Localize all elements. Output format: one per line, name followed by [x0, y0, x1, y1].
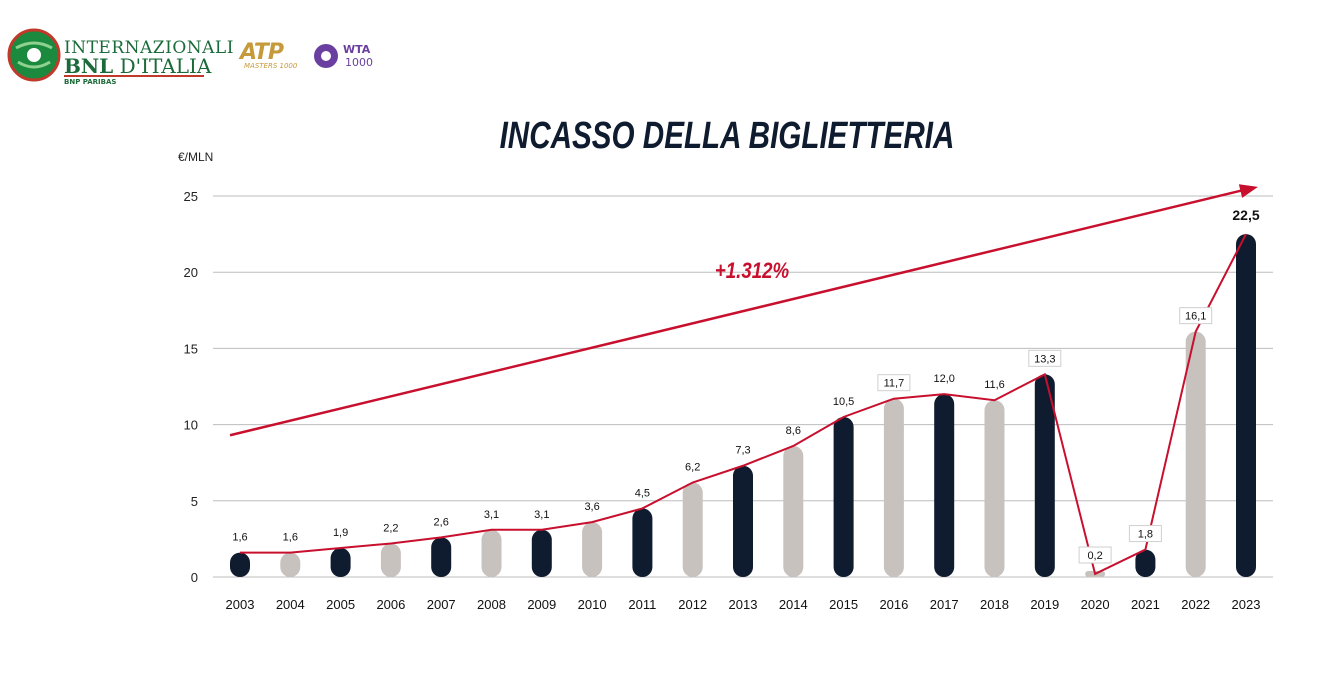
x-tick-label: 2019: [1030, 597, 1059, 612]
value-label-box: [1128, 525, 1162, 543]
bar-2017: [934, 394, 955, 577]
bar-2004: [280, 552, 301, 577]
value-label-2015: 10,5: [833, 396, 854, 408]
value-label-2022: 16,1: [1185, 311, 1206, 323]
value-label-box: [1179, 307, 1213, 325]
value-label-2017: 12,0: [933, 373, 954, 385]
wta-sub: 1000: [345, 56, 373, 69]
value-label-2021: 1,8: [1138, 529, 1153, 541]
value-label-2019: 13,3: [1034, 353, 1055, 365]
atp-sub: MASTERS 1000: [244, 62, 298, 70]
x-tick-label: 2003: [226, 597, 255, 612]
bar-2011: [632, 508, 653, 577]
brand-line2: BNL D'ITALIA: [64, 54, 211, 78]
y-tick-label: 20: [184, 265, 198, 280]
bar-2021: [1135, 549, 1156, 577]
value-label-box: [1078, 546, 1112, 564]
bar-2009: [531, 529, 552, 577]
x-tick-label: 2012: [678, 597, 707, 612]
value-label-2016: 11,7: [884, 378, 905, 390]
value-label-2020: 0,2: [1087, 550, 1102, 562]
x-tick-label: 2016: [879, 597, 908, 612]
value-label-box: [1028, 349, 1062, 367]
x-tick-label: 2013: [729, 597, 758, 612]
x-tick-label: 2006: [376, 597, 405, 612]
header: INTERNAZIONALI BNL D'ITALIA BNP PARIBAS …: [0, 0, 420, 100]
value-label-2023: 22,5: [1232, 207, 1259, 223]
wta-logo: WTA: [343, 43, 371, 56]
bar-2018: [984, 400, 1005, 577]
bar-2007: [431, 537, 452, 577]
value-label-2014: 8,6: [786, 425, 801, 437]
bar-2014: [783, 445, 804, 577]
bar-2010: [582, 522, 603, 577]
x-tick-label: 2018: [980, 597, 1009, 612]
value-label-2007: 2,6: [434, 516, 449, 528]
bar-2006: [380, 543, 401, 577]
brand-line1: INTERNAZIONALI: [64, 38, 234, 58]
value-label-2018: 11,6: [984, 379, 1005, 391]
x-tick-label: 2007: [427, 597, 456, 612]
bar-2013: [733, 465, 753, 577]
x-tick-label: 2011: [628, 597, 656, 612]
x-tick-label: 2010: [578, 597, 607, 612]
brand-sub: BNP PARIBAS: [64, 78, 117, 86]
growth-annotation: +1.312%: [715, 260, 789, 284]
y-tick-label: 0: [191, 570, 198, 585]
x-tick-label: 2004: [276, 597, 305, 612]
x-tick-label: 2014: [779, 597, 808, 612]
bar-2015: [833, 416, 854, 577]
value-label-2009: 3,1: [534, 509, 549, 521]
series-line: [240, 233, 1247, 576]
value-label-2011: 4,5: [635, 487, 650, 499]
x-tick-label: 2008: [477, 597, 506, 612]
x-tick-label: 2020: [1081, 597, 1110, 612]
y-tick-label: 15: [184, 341, 198, 356]
y-tick-label: 25: [184, 189, 198, 204]
value-label-2008: 3,1: [484, 509, 499, 521]
wta-logo-icon: [314, 44, 338, 68]
value-label-box: [877, 374, 911, 392]
atp-logo: ATP: [240, 40, 284, 65]
tennis-ball-logo-icon: [7, 28, 61, 82]
bar-2012: [682, 482, 703, 577]
x-tick-label: 2021: [1131, 597, 1160, 612]
bar-2005: [330, 548, 351, 577]
value-label-2013: 7,3: [735, 445, 750, 457]
bar-2023: [1236, 234, 1256, 577]
y-tick-label: 10: [184, 418, 198, 433]
value-label-2006: 2,2: [383, 522, 398, 534]
value-label-2012: 6,2: [685, 462, 700, 474]
brand-line2-a: BNL: [64, 54, 114, 78]
x-tick-label: 2009: [527, 597, 556, 612]
y-axis-unit-label: €/MLN: [178, 150, 213, 164]
bar-2008: [481, 529, 502, 577]
value-label-2005: 1,9: [333, 527, 348, 539]
bar-2019: [1034, 374, 1055, 577]
trend-arrow-head: [1238, 184, 1258, 198]
x-tick-label: 2015: [829, 597, 858, 612]
x-tick-label: 2023: [1232, 597, 1261, 612]
bar-2016: [883, 398, 904, 577]
value-label-2010: 3,6: [584, 501, 599, 513]
x-tick-label: 2017: [930, 597, 959, 612]
x-tick-label: 2005: [326, 597, 355, 612]
bar-2022: [1185, 331, 1206, 577]
bar-2003: [230, 552, 250, 577]
trend-arrow-line: [229, 188, 1247, 437]
x-tick-label: 2022: [1181, 597, 1210, 612]
value-label-2004: 1,6: [283, 532, 298, 544]
value-label-2003: 1,6: [232, 532, 247, 544]
chart-title: INCASSO DELLA BIGLIETTERIA: [500, 115, 955, 157]
brand-line2-b: D'ITALIA: [113, 54, 212, 78]
y-tick-label: 5: [191, 494, 198, 509]
brand-rule: [64, 75, 204, 77]
